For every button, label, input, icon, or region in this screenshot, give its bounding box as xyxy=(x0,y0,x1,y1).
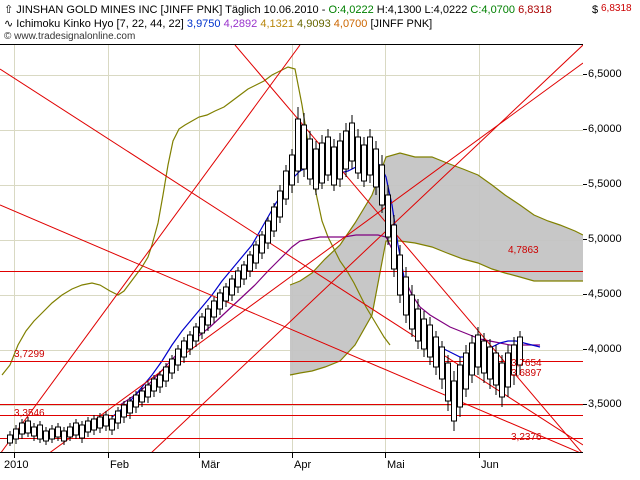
y-axis-label-6-0000: 6,0000 xyxy=(588,123,622,135)
x-tick xyxy=(292,453,293,458)
x-axis-label-maer: Mär xyxy=(201,459,220,471)
senkou-a-line xyxy=(289,152,583,286)
y-axis-label-5-5000: 5,5000 xyxy=(588,178,622,190)
ohlc-high: H:4,1300 xyxy=(376,4,422,16)
red-horizontal-levels xyxy=(0,271,583,439)
y-axis-label-4-5000: 4,5000 xyxy=(588,288,622,300)
indicator-value-4: 4,9093 xyxy=(297,18,331,30)
y-tick xyxy=(583,404,587,405)
x-axis-label-2010: 2010 xyxy=(4,459,29,471)
price-annotation-3-7654: 3,7654 xyxy=(511,358,542,369)
price-annotation-3-3546: 3,3546 xyxy=(14,408,45,419)
vertical-gridlines xyxy=(14,45,480,452)
y-tick xyxy=(583,74,587,75)
wave-icon: ∿ xyxy=(4,17,14,30)
y-tick xyxy=(583,349,587,350)
x-tick xyxy=(108,453,109,458)
instrument-icon: ⇧ xyxy=(4,3,14,16)
x-axis-label-jun: Jun xyxy=(481,459,499,471)
x-tick xyxy=(199,453,200,458)
instrument-title: JINSHAN GOLD MINES INC [JINFF PNK] Tägli… xyxy=(16,4,329,16)
red-trendlines xyxy=(0,45,583,452)
watermark-credit: © www.tradesignalonline.com xyxy=(4,31,136,42)
ichimoku-cloud xyxy=(290,153,583,375)
indicator-value-3: 4,1321 xyxy=(260,18,294,30)
indicator-value-5: 4,0700 xyxy=(333,18,368,30)
y-tick xyxy=(583,294,587,295)
senkou-b-line xyxy=(289,240,583,376)
x-tick xyxy=(14,453,15,458)
price-annotation-3-6897: 3,6897 xyxy=(511,368,542,379)
indicator-name: Ichimoku Kinko Hyo [7, 22, 44, 22] xyxy=(16,18,184,30)
indicator-instrument-tag: [JINFF PNK] xyxy=(370,18,433,30)
x-axis-label-feb: Feb xyxy=(110,459,129,471)
price-axis[interactable] xyxy=(583,44,640,453)
x-tick xyxy=(385,453,386,458)
chikou-span-line xyxy=(1,66,391,376)
ohlc-low: L:4,0222 xyxy=(424,4,468,16)
x-axis-label-mai: Mai xyxy=(387,459,405,471)
y-tick xyxy=(583,129,587,130)
indicator-line: ∿ Ichimoku Kinko Hyo [7, 22, 44, 22] 3,9… xyxy=(4,17,432,30)
y-tick xyxy=(583,184,587,185)
chart-canvas xyxy=(0,45,583,452)
price-annotation-4-7863: 4,7863 xyxy=(508,245,539,256)
y-tick xyxy=(583,239,587,240)
last-price-value: 6,8318 xyxy=(518,4,552,16)
time-axis[interactable]: 2010 Feb Mär Apr Mai Jun xyxy=(0,453,640,480)
ohlc-close: C:4,0700 xyxy=(470,4,516,16)
ohlc-open: O:4,0222 xyxy=(328,4,374,16)
y-axis-label-4-0000: 4,0000 xyxy=(588,343,622,355)
x-tick xyxy=(479,453,480,458)
currency-label: $ xyxy=(592,4,599,16)
chart-title-line: ⇧ JINSHAN GOLD MINES INC [JINFF PNK] Täg… xyxy=(4,3,552,16)
y-axis-label-6-5000: 6,5000 xyxy=(588,68,622,80)
indicator-value-1: 3,9750 xyxy=(186,18,221,30)
price-chart-plot[interactable]: 4,7863 3,7299 3,7654 3,6897 3,3546 3,237… xyxy=(0,44,583,453)
last-price-annotation: 6,8318 xyxy=(601,3,632,14)
indicator-value-2: 4,2892 xyxy=(223,18,258,30)
price-annotation-3-2376: 3,2376 xyxy=(511,432,542,443)
y-axis-label-5-0000: 5,0000 xyxy=(588,233,622,245)
x-axis-label-apr: Apr xyxy=(294,459,312,471)
y-axis-label-3-5000: 3,5000 xyxy=(588,398,622,410)
candlestick-series xyxy=(7,107,523,446)
price-annotation-3-7299: 3,7299 xyxy=(14,349,45,360)
